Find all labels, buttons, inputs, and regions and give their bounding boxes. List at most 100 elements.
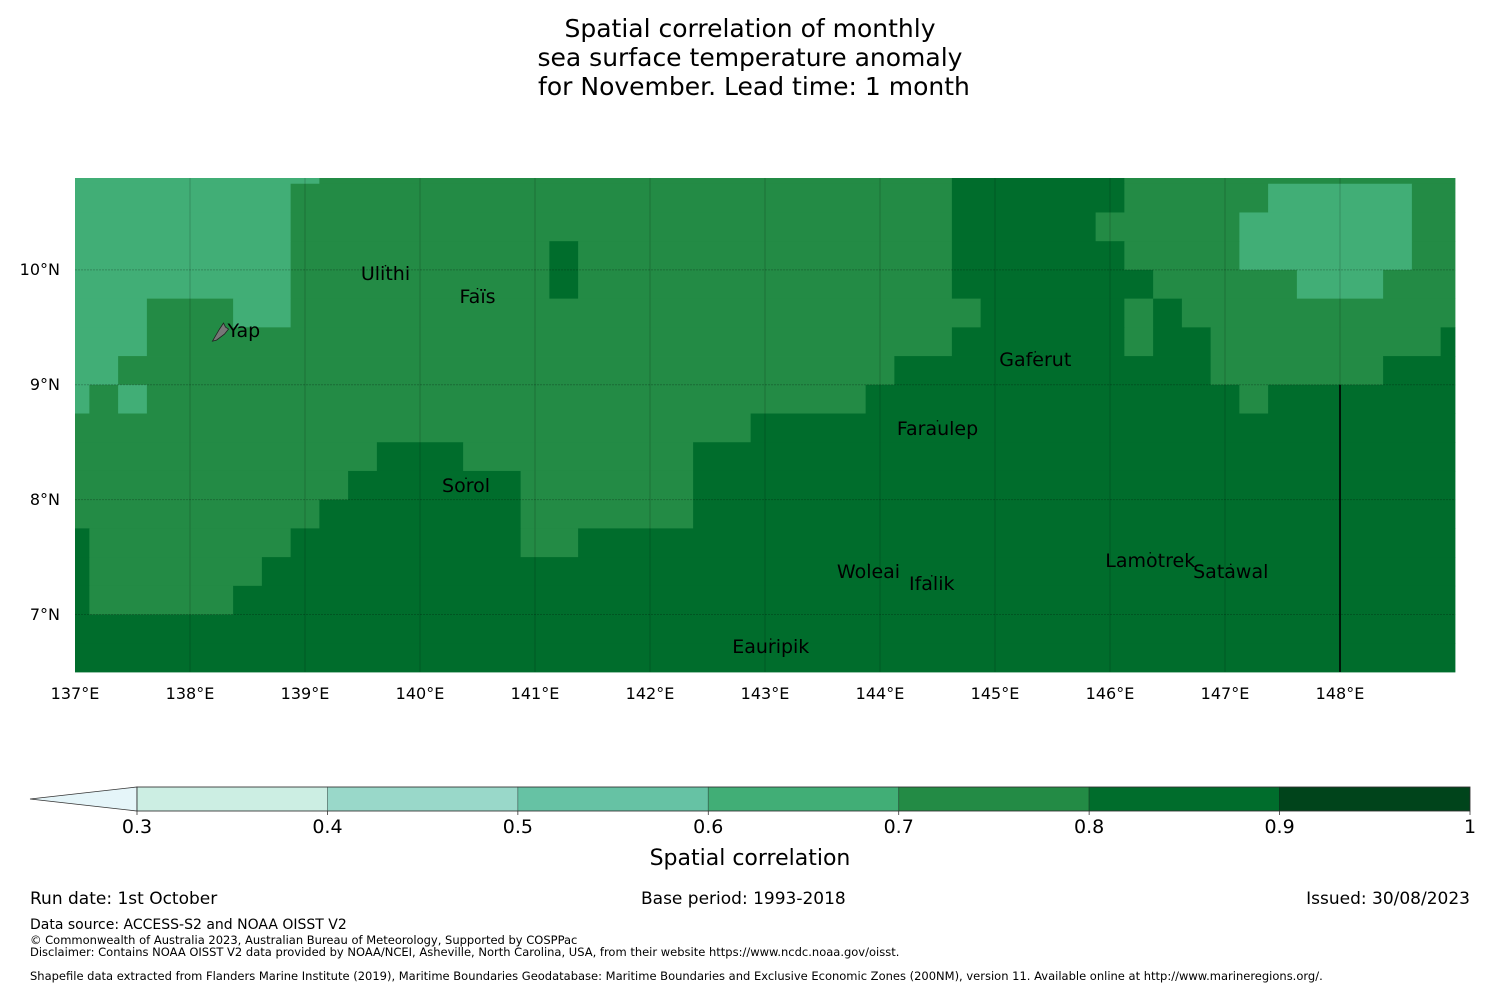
colorbar-tick-label: 0.8 bbox=[1074, 816, 1105, 838]
grid-cell bbox=[520, 528, 579, 558]
grid-cell bbox=[290, 528, 522, 558]
colorbar-segment bbox=[898, 786, 1090, 812]
grid-cell bbox=[463, 442, 694, 472]
grid-cell bbox=[951, 178, 1125, 185]
grid-cell bbox=[578, 269, 953, 300]
island-label: Gaferut bbox=[999, 348, 1072, 371]
island-dot-icon bbox=[476, 287, 479, 290]
grid-cell bbox=[1124, 298, 1154, 328]
grid-cell bbox=[1411, 183, 1456, 213]
island-dot-icon bbox=[1149, 552, 1152, 554]
grid-cell bbox=[75, 298, 148, 328]
grid-cell bbox=[951, 183, 1125, 213]
grid-cell bbox=[1210, 327, 1442, 357]
disclaimer: Disclaimer: Contains NOAA OISST V2 data … bbox=[30, 945, 900, 959]
lon-tick-label: 145°E bbox=[970, 684, 1020, 703]
lon-tick-label: 143°E bbox=[740, 684, 790, 703]
title-line-3: for November. Lead time: 1 month bbox=[530, 72, 970, 101]
colorbar-tick-label: 0.9 bbox=[1264, 816, 1295, 838]
lon-tick-label: 146°E bbox=[1085, 684, 1135, 703]
grid-cell bbox=[290, 269, 550, 300]
colorbar-label: Spatial correlation bbox=[649, 846, 851, 871]
grid-cell bbox=[578, 241, 953, 271]
grid-cell bbox=[1383, 269, 1456, 300]
grid-cell bbox=[693, 442, 1456, 472]
grid-cell bbox=[1153, 298, 1183, 328]
colorbar-tick-label: 0.4 bbox=[312, 816, 343, 838]
lon-tick-label: 141°E bbox=[510, 684, 560, 703]
title-line-2: sea surface temperature anomaly bbox=[537, 43, 963, 72]
lon-tick-label: 140°E bbox=[395, 684, 445, 703]
grid-cell bbox=[1153, 269, 1298, 300]
colorbar-tick-label: 1 bbox=[1463, 816, 1477, 838]
island-dot-icon bbox=[1034, 351, 1037, 353]
colorbar-segment bbox=[327, 786, 519, 812]
grid-cell bbox=[75, 384, 90, 414]
grid-cell bbox=[75, 183, 292, 213]
grid-cell bbox=[75, 178, 320, 185]
grid-cell bbox=[319, 499, 522, 529]
colorbar-segment bbox=[136, 786, 328, 812]
grid-cell bbox=[1440, 327, 1456, 357]
lon-tick-label: 139°E bbox=[280, 684, 330, 703]
grid-cell bbox=[75, 585, 90, 615]
grid-cell bbox=[1239, 384, 1269, 414]
grid-cell bbox=[146, 384, 867, 414]
lat-tick-label: 9°N bbox=[29, 374, 60, 394]
lon-tick-label: 147°E bbox=[1200, 684, 1250, 703]
grid-cell bbox=[233, 585, 1456, 615]
grid-cell bbox=[1411, 241, 1456, 271]
grid-cell bbox=[951, 241, 1125, 271]
lat-tick-label: 7°N bbox=[29, 604, 60, 624]
grid-cell bbox=[1296, 269, 1384, 300]
title-line-1: Spatial correlation of monthly bbox=[564, 14, 936, 43]
issued-date: Issued: 30/08/2023 bbox=[1306, 889, 1470, 909]
colorbar-segment bbox=[517, 786, 709, 812]
lat-tick-label: 10°N bbox=[19, 259, 60, 279]
grid-cell bbox=[1383, 356, 1456, 386]
grid-cell bbox=[233, 298, 292, 328]
grid-cell bbox=[290, 212, 953, 242]
grid-cell bbox=[1239, 212, 1413, 242]
colorbar-segment bbox=[1088, 786, 1280, 812]
grid-cell bbox=[75, 356, 119, 386]
island-markers bbox=[211, 264, 1232, 640]
colorbar-under-extension bbox=[29, 786, 138, 812]
grid-cell bbox=[951, 327, 1125, 357]
correlation-grid bbox=[75, 178, 1456, 673]
colorbar-segment bbox=[707, 786, 900, 812]
grid-cell bbox=[693, 499, 1456, 529]
grid-cell bbox=[146, 327, 953, 357]
grid-cell bbox=[1153, 327, 1212, 357]
island-dot-icon bbox=[867, 563, 870, 566]
grid-cell bbox=[89, 528, 292, 558]
grid-cell bbox=[693, 470, 1456, 501]
grid-cell bbox=[319, 178, 953, 185]
grid-cell bbox=[75, 643, 1456, 673]
colorbar-segment bbox=[1279, 786, 1471, 812]
island-label: Eauripik bbox=[732, 636, 810, 659]
colorbar-frame bbox=[136, 786, 1471, 812]
grid-cell bbox=[75, 557, 90, 587]
colorbar-tick-label: 0.5 bbox=[502, 816, 533, 838]
grid-cell bbox=[980, 298, 1125, 328]
lon-tick-label: 142°E bbox=[625, 684, 675, 703]
grid-cell bbox=[1124, 178, 1456, 185]
base-period: Base period: 1993-2018 bbox=[641, 889, 846, 909]
lon-tick-label: 138°E bbox=[165, 684, 215, 703]
grid-cell bbox=[75, 413, 752, 443]
island-label: Woleai bbox=[836, 561, 901, 584]
data-source: Data source: ACCESS-S2 and NOAA OISST V2 bbox=[30, 917, 347, 933]
grid-cell bbox=[1124, 241, 1240, 271]
grid-cell bbox=[89, 585, 234, 615]
island-dot-icon bbox=[930, 575, 933, 577]
grid-cell bbox=[75, 442, 378, 472]
grid-cell bbox=[75, 499, 320, 529]
grid-cell bbox=[376, 442, 464, 472]
grid-cell bbox=[578, 528, 1456, 558]
grid-cell bbox=[75, 269, 292, 300]
graticule bbox=[75, 178, 1455, 672]
grid-cell bbox=[1268, 384, 1456, 414]
grid-cell bbox=[75, 528, 90, 558]
grid-cell bbox=[520, 470, 694, 501]
